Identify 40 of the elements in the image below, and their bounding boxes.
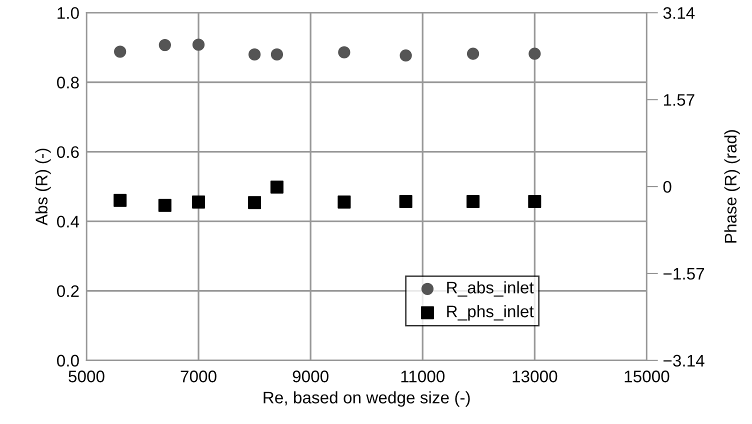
point xyxy=(270,180,284,194)
y-axis-title: Abs (R) (-) xyxy=(35,148,51,226)
point xyxy=(399,195,412,208)
x-tick-label: 9000 xyxy=(292,370,328,382)
x-tick-label: 15000 xyxy=(624,370,670,382)
x-tick-label: 7000 xyxy=(180,370,216,382)
point xyxy=(192,196,206,209)
point xyxy=(400,49,412,62)
point xyxy=(528,195,542,208)
point xyxy=(192,38,205,51)
y2-axis-title: Phase (R) (rad) xyxy=(724,130,740,243)
legend-label: R_abs_inlet xyxy=(447,281,534,297)
y-tick-label: 0.4 xyxy=(57,216,80,228)
y-tick-label: 1.0 xyxy=(58,7,79,19)
point xyxy=(466,195,480,208)
point xyxy=(248,196,262,210)
point xyxy=(270,48,284,61)
y2-tick-label: 3.14 xyxy=(663,7,695,19)
x-tick-label: 13000 xyxy=(512,370,558,382)
point xyxy=(114,194,127,207)
y2-tick-label: −1.57 xyxy=(664,268,704,280)
point xyxy=(158,38,171,52)
y2-tick-label: 0 xyxy=(663,180,672,193)
point xyxy=(114,46,126,58)
y-tick-label: 0.6 xyxy=(57,146,79,158)
point xyxy=(338,46,350,58)
point xyxy=(466,48,480,60)
point xyxy=(158,198,172,212)
legend-label: R_phs_inlet xyxy=(447,305,534,321)
point xyxy=(338,196,351,209)
y2-tick-label: 1.57 xyxy=(664,94,694,106)
x-tick-label: 5000 xyxy=(68,370,104,382)
point xyxy=(248,48,261,61)
y-tick-label: 0.8 xyxy=(57,76,79,88)
point xyxy=(528,48,541,60)
y-tick-label: 0.2 xyxy=(57,285,79,298)
x-tick-label: 11000 xyxy=(401,370,445,382)
y2-tick-label: −3.14 xyxy=(664,354,704,367)
x-axis-title: Re, based on wedge size (-) xyxy=(264,391,470,407)
y-tick-label: 0.0 xyxy=(57,354,79,367)
